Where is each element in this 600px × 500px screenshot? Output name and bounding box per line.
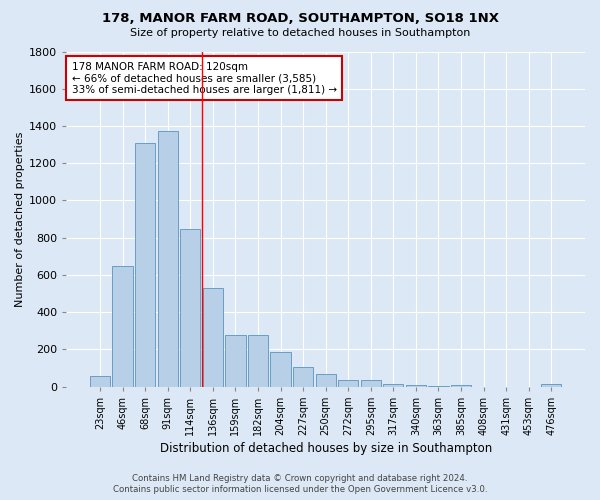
Bar [203,288,223,386]
X-axis label: Distribution of detached houses by size in Southampton: Distribution of detached houses by size … [160,442,492,455]
Bar [158,130,178,386]
Bar [135,142,155,386]
Text: 178, MANOR FARM ROAD, SOUTHAMPTON, SO18 1NX: 178, MANOR FARM ROAD, SOUTHAMPTON, SO18 … [101,12,499,26]
Bar [406,384,426,386]
Bar [338,380,358,386]
Bar [383,384,403,386]
Bar [293,367,313,386]
Bar [90,376,110,386]
Bar [180,230,200,386]
Text: 178 MANOR FARM ROAD: 120sqm
← 66% of detached houses are smaller (3,585)
33% of : 178 MANOR FARM ROAD: 120sqm ← 66% of det… [71,62,337,95]
Bar [361,380,381,386]
Text: Size of property relative to detached houses in Southampton: Size of property relative to detached ho… [130,28,470,38]
Bar [451,384,471,386]
Y-axis label: Number of detached properties: Number of detached properties [15,132,25,306]
Bar [271,352,290,386]
Bar [225,336,245,386]
Bar [248,336,268,386]
Bar [316,374,336,386]
Bar [541,384,562,386]
Bar [112,266,133,386]
Text: Contains HM Land Registry data © Crown copyright and database right 2024.
Contai: Contains HM Land Registry data © Crown c… [113,474,487,494]
